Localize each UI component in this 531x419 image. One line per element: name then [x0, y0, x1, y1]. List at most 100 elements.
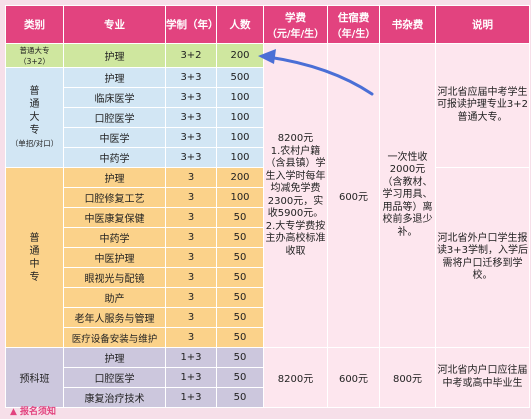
category-sublabel: （3+2） [19, 56, 50, 66]
count-cell: 50 [216, 367, 264, 388]
count-cell: 50 [216, 327, 264, 348]
count-cell: 50 [216, 307, 264, 328]
major-cell: 护理 [63, 43, 166, 68]
duration-cell: 3 [165, 327, 217, 348]
major-cell: 口腔医学 [63, 367, 166, 388]
header-row: 类别 专业 学制（年） 人数 学费 （元/年/生） 住宿费 （年/生） 书杂费 说明 [5, 5, 530, 44]
table-row: 口腔修复工艺 3 100 [6, 187, 530, 208]
table-row: 老年人服务与管理 3 50 [6, 307, 530, 328]
header-note: 说明 [435, 5, 530, 44]
major-cell: 老年人服务与管理 [63, 307, 166, 328]
table-row: 中药学 3 50 [6, 227, 530, 248]
category-char: 通 [29, 245, 40, 257]
count-cell: 50 [216, 227, 264, 248]
category-sublabel: （单招/对口） [10, 139, 59, 148]
duration-cell: 1+3 [165, 347, 217, 368]
category-cell-prep: 预科班 [5, 347, 64, 408]
count-cell: 50 [216, 247, 264, 268]
count-cell: 100 [216, 87, 264, 108]
major-cell: 康复治疗技术 [63, 387, 166, 408]
table-row: 临床医学 3+3 100 [6, 87, 530, 108]
duration-cell: 3+3 [165, 147, 217, 168]
tuition-line: 8200元 [277, 133, 314, 144]
header-tuition: 学费 （元/年/生） [263, 5, 328, 44]
count-cell: 100 [216, 187, 264, 208]
header-major: 专业 [63, 5, 166, 44]
header-category: 类别 [5, 5, 64, 44]
count-cell: 50 [216, 287, 264, 308]
duration-cell: 3 [165, 267, 217, 288]
header-duration: 学制（年） [165, 5, 217, 44]
table-row: 助产 3 50 [6, 287, 530, 308]
count-cell: 100 [216, 107, 264, 128]
major-cell: 中医学 [63, 127, 166, 148]
major-cell: 中药学 [63, 147, 166, 168]
duration-cell: 3 [165, 287, 217, 308]
count-cell: 50 [216, 387, 264, 408]
category-char: 通 [29, 99, 40, 110]
duration-cell: 3 [165, 187, 217, 208]
duration-cell: 3+3 [165, 107, 217, 128]
header-books: 书杂费 [379, 5, 436, 44]
count-cell: 100 [216, 147, 264, 168]
major-cell: 护理 [63, 167, 166, 188]
table-row: 口腔医学 1+3 50 [6, 367, 530, 388]
category-char: 专 [29, 271, 40, 283]
duration-cell: 3+3 [165, 127, 217, 148]
count-cell: 500 [216, 67, 264, 88]
major-cell: 临床医学 [63, 87, 166, 108]
duration-cell: 3 [165, 167, 217, 188]
duration-cell: 3 [165, 247, 217, 268]
table-row: 普通中专 护理 3 200 河北省外户口学生报读3+3学制，入学后需将户口迁移到… [5, 167, 530, 348]
category-char: 大 [29, 112, 40, 123]
header-housing: 住宿费 （年/生） [327, 5, 380, 44]
category-char: 专 [29, 125, 40, 136]
duration-cell: 3+3 [165, 87, 217, 108]
books-cell-prep: 800元 [379, 347, 436, 408]
note-cell-3: 河北省内户口应往届中考或高中毕业生 [435, 347, 530, 408]
major-cell: 中药学 [63, 227, 166, 248]
category-char: 中 [29, 258, 40, 270]
table-row: 康复治疗技术 1+3 50 [6, 387, 530, 408]
category-cell-secondary: 普通中专 [5, 167, 64, 348]
duration-cell: 3+3 [165, 67, 217, 88]
major-cell: 中医护理 [63, 247, 166, 268]
note-cell-2: 河北省外户口学生报读3+3学制，入学后需将户口迁移到学校。 [435, 167, 530, 348]
count-cell: 50 [216, 347, 264, 368]
header-housing-unit: （年/生） [331, 28, 376, 40]
major-cell: 中医康复保健 [63, 207, 166, 228]
tuition-cell-main: 8200元 1.农村户籍（含县镇）学生入学时每年均减免学费2300元，实收5900… [263, 43, 328, 348]
housing-cell-main: 600元 [327, 43, 380, 348]
category-cell-college: 普通大专 （单招/对口） [5, 67, 64, 168]
enrollment-table: 类别 专业 学制（年） 人数 学费 （元/年/生） 住宿费 （年/生） 书杂费 说明… [5, 5, 530, 408]
major-cell: 护理 [63, 67, 166, 88]
major-cell: 口腔医学 [63, 107, 166, 128]
table-row: 医疗设备安装与维护 3 50 [6, 327, 530, 348]
duration-cell: 3 [165, 207, 217, 228]
major-cell: 医疗设备安装与维护 [63, 327, 166, 348]
tuition-text: 8200元 1.农村户籍（含县镇）学生入学时每年均减免学费2300元，实收5900… [265, 133, 327, 258]
header-tuition-label: 学费 [285, 11, 306, 24]
duration-cell: 1+3 [165, 387, 217, 408]
count-cell: 200 [216, 43, 264, 68]
category-label: 普通中专 [7, 232, 63, 284]
major-cell: 口腔修复工艺 [63, 187, 166, 208]
duration-cell: 3 [165, 307, 217, 328]
header-tuition-unit: （元/年/生） [266, 28, 325, 40]
table-row: 普通大专 （3+2） 护理 3+2 200 8200元 1.农村户籍（含县镇）学生入… [5, 43, 530, 348]
table-row: 预科班 护理 1+3 50 8200元 600元 800元 河北省内户口应往届中… [5, 347, 530, 408]
tuition-line: 2.大专学费按主办高校标准收取 [265, 220, 326, 257]
table-row: 中药学 3+3 100 [6, 147, 530, 168]
major-cell: 助产 [63, 287, 166, 308]
housing-cell-prep: 600元 [327, 347, 380, 408]
footer-heading: ▲ 报名须知 [10, 407, 57, 417]
duration-cell: 3 [165, 227, 217, 248]
category-label: 普通大专 [19, 45, 50, 55]
count-cell: 200 [216, 167, 264, 188]
category-cell-3plus2: 普通大专 （3+2） [5, 43, 64, 68]
count-cell: 50 [216, 207, 264, 228]
table-row: 普通大专 （单招/对口） 护理 3+3 500 [5, 67, 530, 168]
category-char: 普 [29, 86, 40, 97]
table-row: 眼视光与配镜 3 50 [6, 267, 530, 288]
